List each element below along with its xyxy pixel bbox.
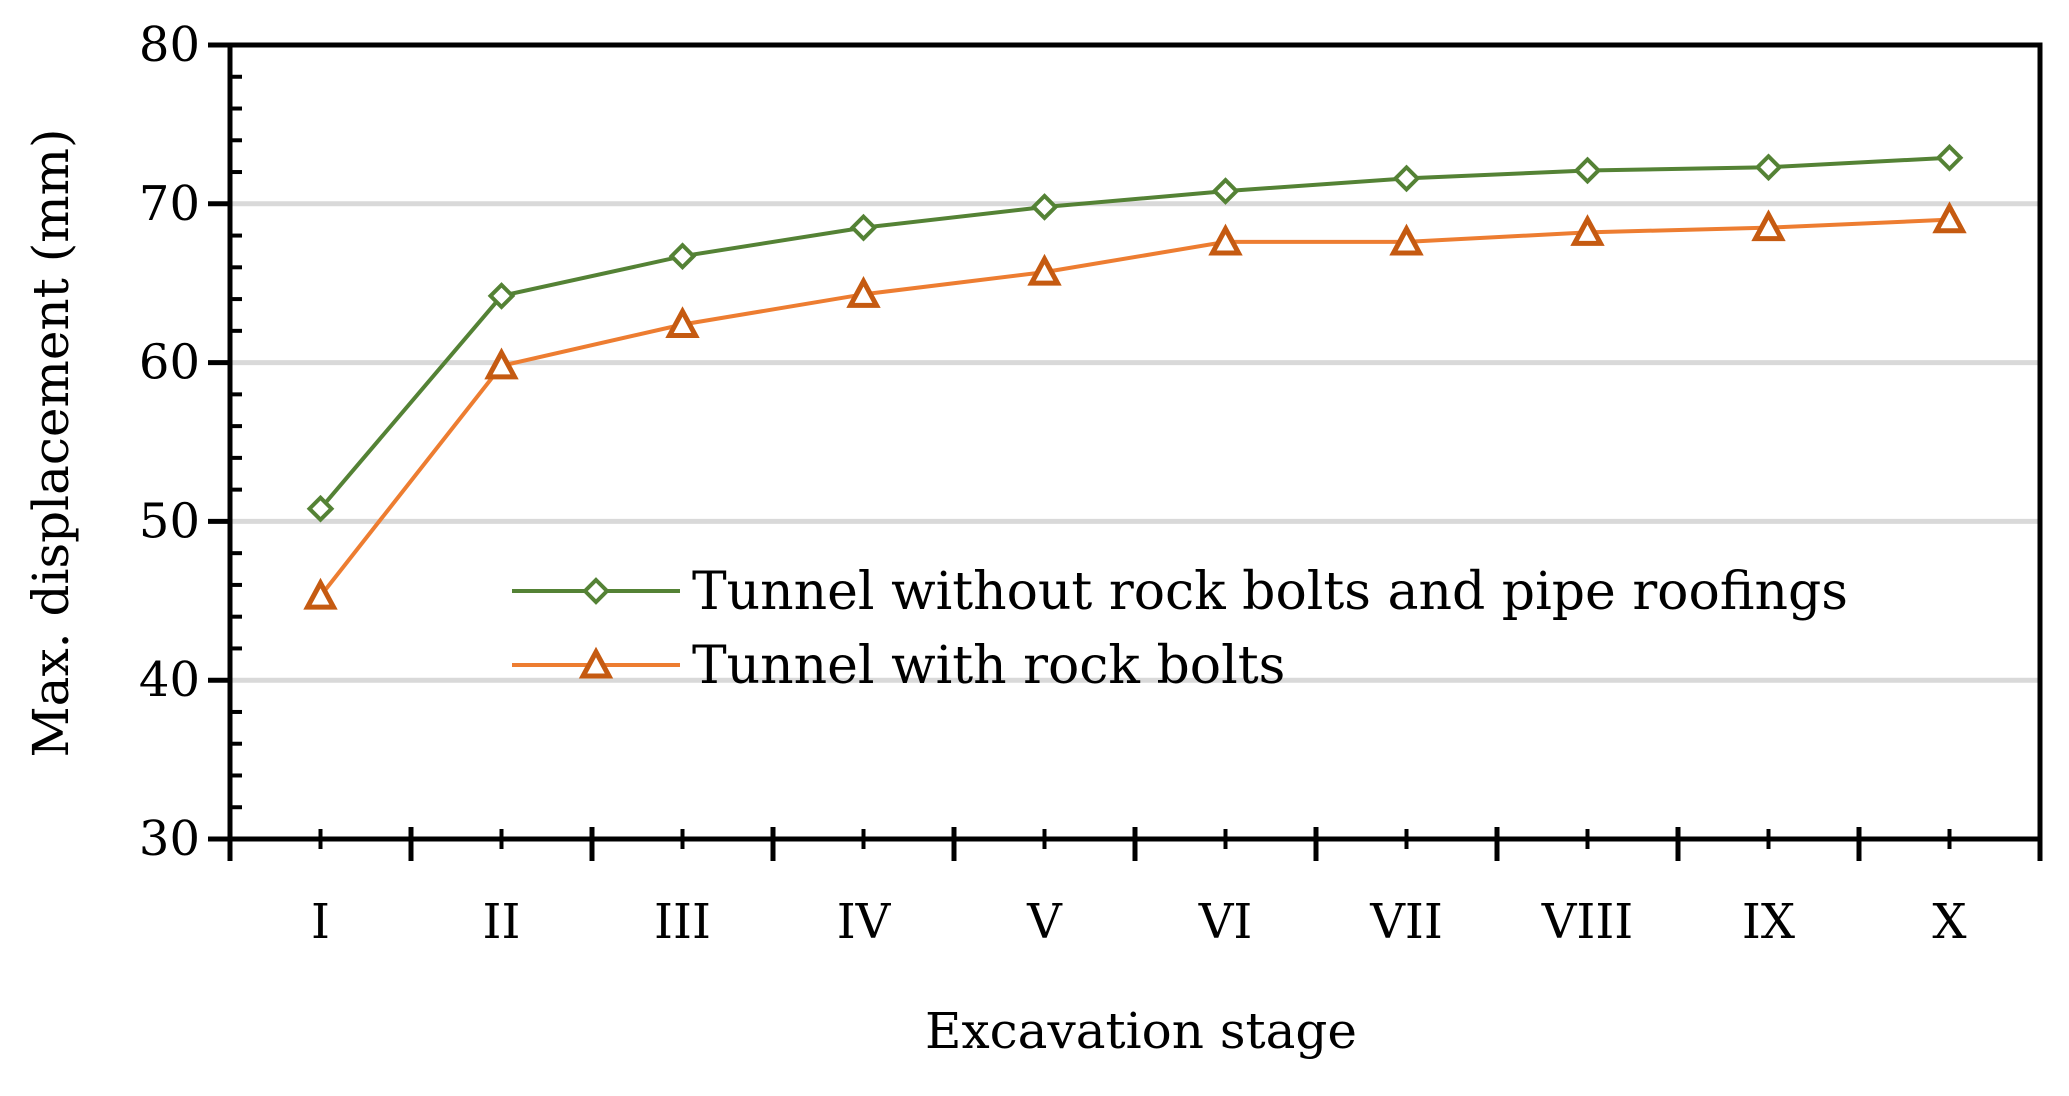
x-tick-label: IV <box>837 894 892 950</box>
data-point <box>846 276 881 308</box>
x-axis-title: Excavation stage <box>925 1002 1357 1060</box>
gridlines <box>230 201 2040 683</box>
series-line <box>318 217 1950 598</box>
data-point <box>303 577 338 610</box>
data-point <box>1935 143 1964 172</box>
y-tick-label: 50 <box>139 493 200 549</box>
legend-label: Tunnel without rock bolts and pipe roofi… <box>692 562 1848 622</box>
data-point <box>1389 223 1424 256</box>
legend-item-2: Tunnel with rock bolts <box>512 636 1285 696</box>
legend-marker <box>582 577 610 605</box>
data-point <box>849 213 878 242</box>
data-point <box>1573 156 1602 185</box>
legend-label: Tunnel with rock bolts <box>692 636 1285 696</box>
x-tick-label: III <box>654 894 711 950</box>
y-tick-label: 60 <box>139 335 200 391</box>
legend: Tunnel without rock bolts and pipe roofi… <box>512 562 1848 696</box>
x-tick-label: II <box>483 894 521 950</box>
data-point <box>487 282 516 310</box>
x-tick-label: X <box>1932 894 1966 950</box>
x-tick-label: VIII <box>1541 894 1634 950</box>
data-point <box>1754 153 1783 182</box>
data-point <box>1211 177 1240 205</box>
data-point <box>484 347 519 380</box>
legend-item-1: Tunnel without rock bolts and pipe roofi… <box>512 562 1848 622</box>
series-line <box>318 155 1950 510</box>
data-point <box>1570 214 1605 246</box>
x-tick-label: V <box>1026 894 1063 950</box>
y-tick-label: 70 <box>139 176 200 232</box>
series-1 <box>306 143 1964 523</box>
legend-marker <box>578 646 614 679</box>
series <box>303 143 1967 610</box>
y-tick-label: 80 <box>139 17 200 73</box>
data-point <box>665 306 700 339</box>
data-point <box>1932 201 1967 234</box>
x-tick-label: IX <box>1742 894 1795 950</box>
y-axis-title: Max. displacement (mm) <box>22 128 80 757</box>
x-tick-label: VII <box>1369 894 1443 950</box>
data-point <box>1392 164 1421 193</box>
data-point <box>1208 223 1243 256</box>
series-2 <box>303 201 1967 610</box>
data-point <box>1030 193 1059 221</box>
x-tick-label: VI <box>1198 894 1253 950</box>
data-point <box>1027 253 1062 286</box>
x-tick-label: I <box>311 894 330 950</box>
data-point <box>668 242 697 271</box>
y-tick-label: 40 <box>139 652 200 708</box>
y-tick-label: 30 <box>139 811 200 867</box>
data-point <box>306 494 335 523</box>
data-point <box>1751 209 1786 242</box>
